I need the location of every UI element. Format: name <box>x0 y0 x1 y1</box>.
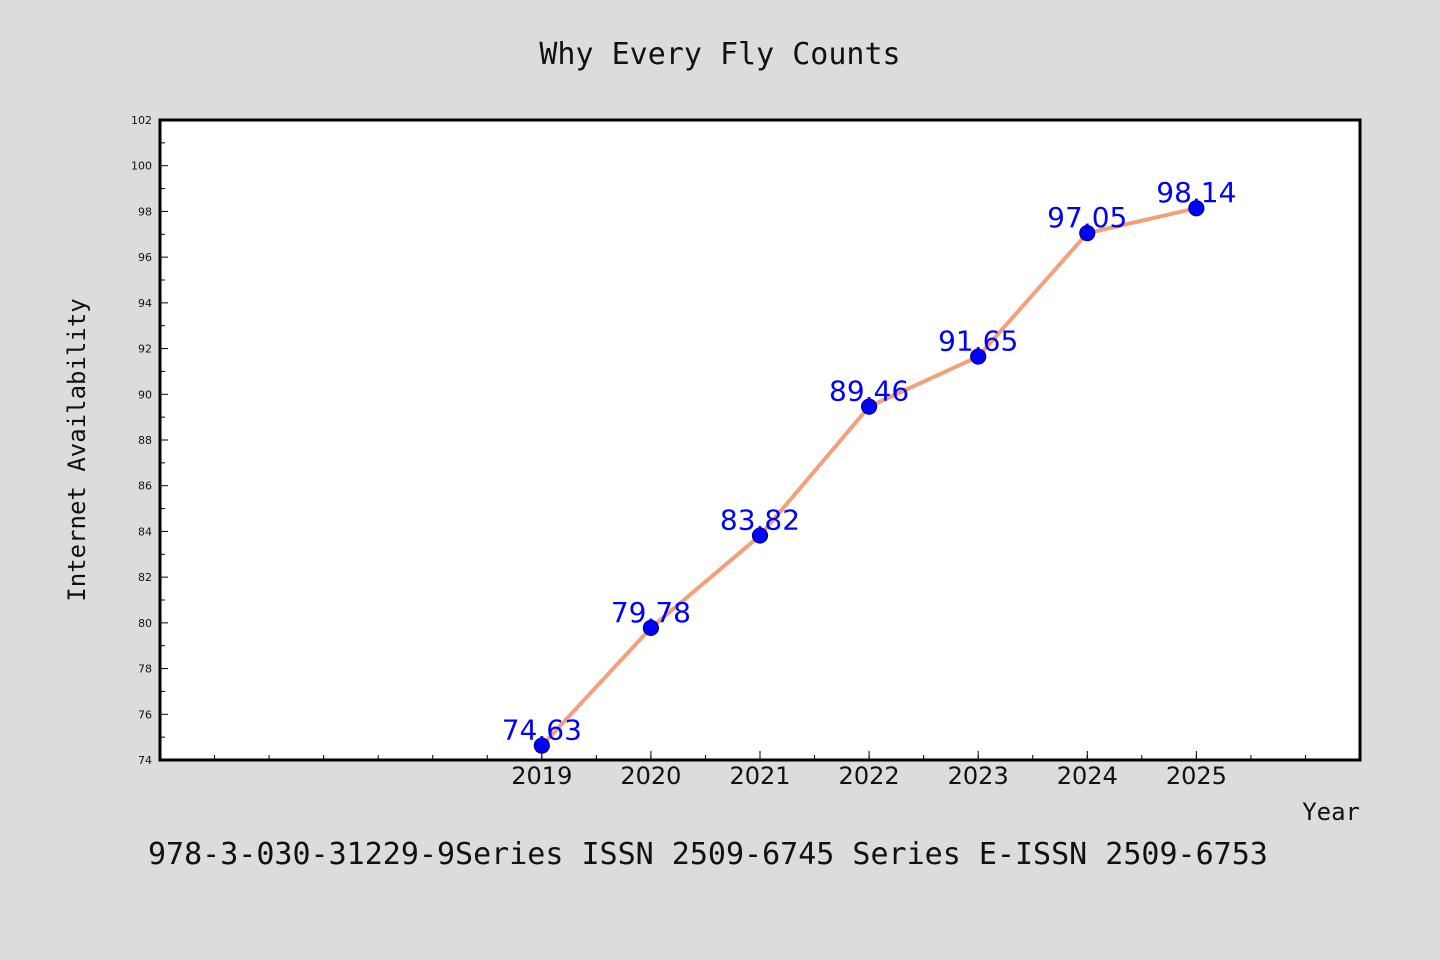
x-tick-label: 2024 <box>1057 762 1118 790</box>
y-tick-label: 102 <box>131 114 152 127</box>
x-axis-label: Year <box>1302 798 1360 826</box>
chart-title: Why Every Fly Counts <box>539 37 900 72</box>
series-group: 74.63 79.78 83.82 89.46 91.65 97.05 98.14 <box>502 176 1236 754</box>
y-tick-label: 100 <box>131 160 152 173</box>
y-tick-label: 94 <box>138 297 152 310</box>
x-tick-label: 2023 <box>948 762 1009 790</box>
data-point <box>1079 225 1096 242</box>
data-label: 79.78 <box>611 596 691 629</box>
y-tick-label: 96 <box>138 251 152 264</box>
y-tick-label: 92 <box>138 343 152 356</box>
x-tick-label: 2025 <box>1166 762 1227 790</box>
data-label: 83.82 <box>720 504 800 537</box>
y-tick-label: 80 <box>138 617 152 630</box>
x-tick-label: 2020 <box>620 762 681 790</box>
y-tick-label: 74 <box>138 754 152 767</box>
y-tick-label: 90 <box>138 388 152 401</box>
data-point <box>860 398 878 415</box>
x-tick-label: 2019 <box>511 762 572 790</box>
data-label: 89.46 <box>829 375 909 408</box>
data-label: 97.05 <box>1047 201 1127 234</box>
data-label: 91.65 <box>938 325 1018 358</box>
data-point <box>1188 200 1205 217</box>
data-point <box>751 527 769 544</box>
y-tick-label: 84 <box>138 525 152 538</box>
y-tick-label: 76 <box>138 708 152 721</box>
y-axis-label: Internet Availability <box>63 298 91 601</box>
plot-area <box>158 118 1362 762</box>
data-label: 74.63 <box>502 714 582 747</box>
y-axis-ticks: 74 76 78 80 82 84 86 88 90 92 94 96 98 100 102 <box>131 114 168 767</box>
footer-text: 978-3-030-31229-9Series ISSN 2509-6745 S… <box>148 837 1268 872</box>
x-tick-label: 2022 <box>839 762 900 790</box>
data-point <box>533 737 550 754</box>
y-tick-label: 78 <box>138 663 152 676</box>
data-label: 98.14 <box>1156 176 1236 209</box>
x-axis-ticks: 2019 2020 2021 2022 2023 2024 2025 <box>214 751 1306 790</box>
y-tick-label: 98 <box>138 205 152 218</box>
y-tick-label: 86 <box>138 480 152 493</box>
y-tick-label: 82 <box>138 571 152 584</box>
x-tick-label: 2021 <box>729 762 790 790</box>
data-point <box>970 348 987 365</box>
y-tick-label: 88 <box>138 434 152 447</box>
data-point <box>642 619 660 636</box>
